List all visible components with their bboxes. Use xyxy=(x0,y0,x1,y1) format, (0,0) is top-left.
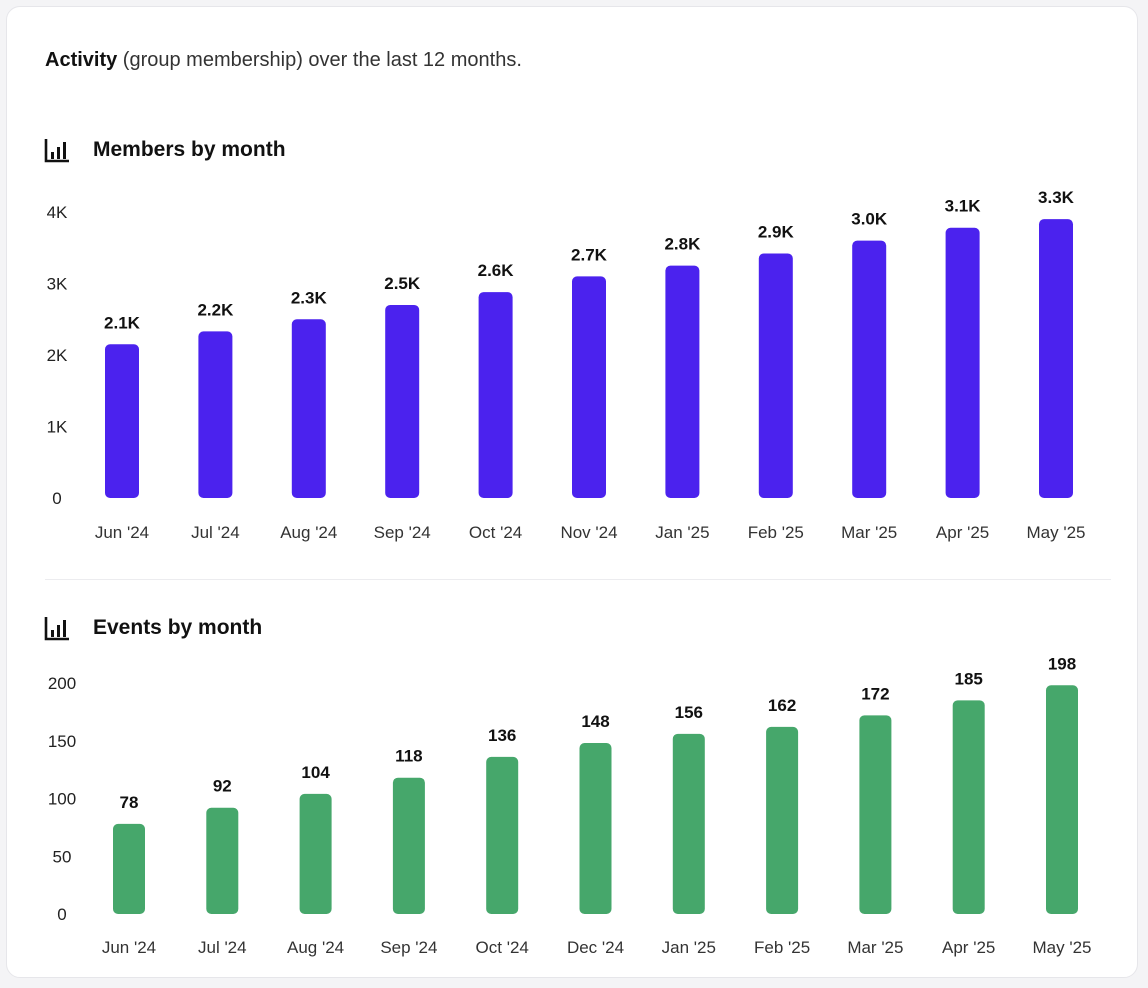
members-bar xyxy=(945,227,980,498)
events-y-tick-label: 100 xyxy=(48,790,76,809)
events-data-label: 136 xyxy=(488,726,516,745)
events-data-label: 185 xyxy=(955,669,983,688)
events-x-tick-label: Oct '24 xyxy=(476,938,529,957)
intro-text: Activity (group membership) over the las… xyxy=(45,49,522,72)
events-data-label: 118 xyxy=(395,747,422,766)
events-bar xyxy=(766,726,799,914)
members-y-tick-label: 3K xyxy=(47,275,68,294)
members-data-label: 2.6K xyxy=(478,261,515,280)
events-bar xyxy=(392,777,425,914)
events-x-tick-label: Jun '24 xyxy=(102,938,156,957)
section-divider xyxy=(45,579,1111,580)
members-data-label: 2.2K xyxy=(197,300,234,319)
events-bar xyxy=(486,756,519,914)
members-data-label: 2.8K xyxy=(664,235,701,254)
events-data-label: 156 xyxy=(675,703,703,722)
members-bar xyxy=(198,331,233,498)
events-bar xyxy=(206,807,239,914)
members-data-label: 2.1K xyxy=(104,313,141,332)
events-y-tick-label: 50 xyxy=(53,847,72,866)
members-y-tick-label: 2K xyxy=(47,346,68,365)
members-y-tick-label: 0 xyxy=(52,489,61,508)
members-y-tick-label: 1K xyxy=(47,418,68,437)
bar-chart-icon xyxy=(44,617,69,641)
members-x-tick-label: Oct '24 xyxy=(469,523,522,542)
members-bar xyxy=(852,240,887,498)
events-bar xyxy=(1046,685,1078,914)
members-x-tick-label: Nov '24 xyxy=(560,523,617,542)
events-x-tick-label: Feb '25 xyxy=(754,938,810,957)
events-bar xyxy=(672,733,705,914)
events-x-tick-label: Jul '24 xyxy=(198,938,247,957)
events-data-label: 78 xyxy=(120,793,139,812)
members-bar xyxy=(385,304,420,498)
members-data-label: 2.5K xyxy=(384,274,421,293)
members-x-tick-label: Apr '25 xyxy=(936,523,989,542)
members-x-tick-label: Jan '25 xyxy=(655,523,709,542)
events-chart: 0 50 100 150 200 78 Jun '24 92 Jul '24 104 Aug '24… xyxy=(48,654,1092,957)
members-data-label: 2.9K xyxy=(758,222,795,241)
members-data-label: 3.3K xyxy=(1038,188,1075,207)
events-data-label: 162 xyxy=(768,696,796,715)
members-bar xyxy=(1039,219,1073,498)
members-x-tick-label: Feb '25 xyxy=(748,523,804,542)
members-data-label: 2.7K xyxy=(571,245,608,264)
members-chart: 0 1K 2K 3K 4K 2.1K Jun '24 2.2K Jul '24 2.3K Aug '… xyxy=(47,188,1086,542)
events-chart-title: Events by month xyxy=(93,616,263,639)
events-data-label: 148 xyxy=(581,712,609,731)
members-x-tick-label: May '25 xyxy=(1027,523,1086,542)
members-x-tick-label: Jul '24 xyxy=(191,523,240,542)
members-bar xyxy=(478,292,513,498)
members-bar xyxy=(291,319,326,498)
bar-chart-icon xyxy=(44,139,69,163)
events-data-label: 198 xyxy=(1048,654,1076,673)
events-x-tick-label: Apr '25 xyxy=(942,938,995,957)
events-y-tick-label: 150 xyxy=(48,732,76,751)
intro-rest: (group membership) over the last 12 mont… xyxy=(117,49,522,71)
intro-bold: Activity xyxy=(45,49,118,71)
events-bar xyxy=(952,700,985,914)
members-bar xyxy=(758,253,793,498)
events-y-tick-label: 0 xyxy=(57,905,66,924)
events-y-tick-label: 200 xyxy=(48,674,76,693)
events-bar xyxy=(113,823,145,914)
events-bar xyxy=(579,743,612,914)
members-data-label: 3.1K xyxy=(945,197,982,216)
events-x-tick-label: Dec '24 xyxy=(567,938,624,957)
members-x-tick-label: Sep '24 xyxy=(374,523,431,542)
events-data-label: 92 xyxy=(213,777,232,796)
events-data-label: 172 xyxy=(861,684,889,703)
members-data-label: 3.0K xyxy=(851,210,888,229)
events-x-tick-label: Aug '24 xyxy=(287,938,344,957)
events-x-tick-label: Sep '24 xyxy=(380,938,437,957)
events-x-tick-label: May '25 xyxy=(1033,938,1092,957)
members-y-tick-label: 4K xyxy=(47,203,68,222)
members-bar xyxy=(105,344,139,498)
events-data-label: 104 xyxy=(301,763,330,782)
events-x-tick-label: Jan '25 xyxy=(662,938,716,957)
members-x-tick-label: Jun '24 xyxy=(95,523,149,542)
members-x-tick-label: Aug '24 xyxy=(280,523,337,542)
members-bar xyxy=(665,265,700,498)
events-bar xyxy=(859,715,892,914)
activity-card: Activity (group membership) over the las… xyxy=(6,6,1138,978)
events-bar xyxy=(299,793,332,914)
members-bar xyxy=(572,276,606,498)
events-x-tick-label: Mar '25 xyxy=(847,938,903,957)
members-x-tick-label: Mar '25 xyxy=(841,523,897,542)
events-section-header: Events by month xyxy=(43,613,262,643)
members-section-header: Members by month xyxy=(43,135,286,165)
members-data-label: 2.3K xyxy=(291,288,328,307)
members-chart-title: Members by month xyxy=(93,138,286,161)
